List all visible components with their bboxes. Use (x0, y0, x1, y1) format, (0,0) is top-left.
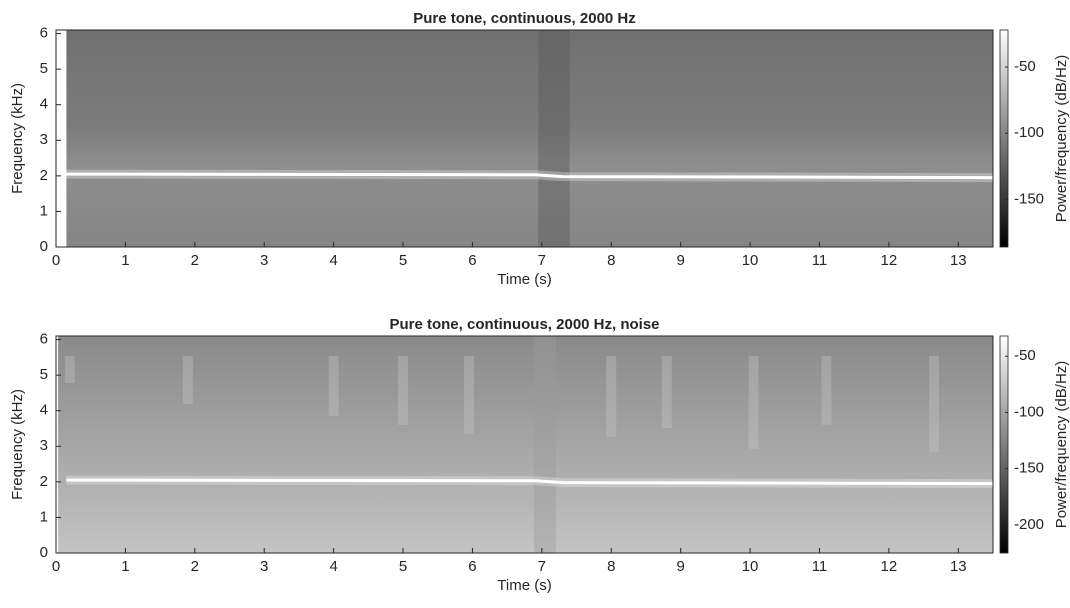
y-axis-label: Frequency (kHz) (9, 83, 26, 194)
x-tick-label: 3 (260, 252, 268, 269)
x-tick-label: 5 (399, 252, 407, 269)
y-tick-label: 5 (40, 60, 48, 77)
x-tick-label: 12 (881, 252, 898, 269)
y-tick-label: 6 (40, 25, 48, 42)
noise-streak (748, 356, 759, 449)
x-tick-label: 0 (52, 252, 60, 269)
axes-frame (55, 29, 994, 248)
colorbar-tick-label: -50 (1014, 58, 1036, 75)
y-tick-label: 5 (40, 366, 48, 383)
x-tick-label: 2 (191, 252, 199, 269)
x-axis-label: Time (s) (497, 271, 551, 288)
x-tick-label: 2 (191, 558, 199, 575)
axes-frame (55, 335, 994, 554)
x-tick-label: 10 (742, 558, 759, 575)
x-tick-label: 1 (121, 558, 129, 575)
y-tick-label: 2 (40, 473, 48, 490)
colorbar (999, 335, 1009, 554)
x-tick-label: 0 (52, 558, 60, 575)
colorbar (999, 29, 1009, 248)
y-tick-label: 2 (40, 167, 48, 184)
x-tick-label: 7 (538, 252, 546, 269)
x-tick-label: 8 (607, 252, 615, 269)
noise-streak (661, 356, 672, 428)
tone-ridge (66, 478, 994, 486)
y-tick-label: 6 (40, 331, 48, 348)
y-tick-label: 4 (40, 402, 48, 419)
colorbar-label: Power/frequency (dB/Hz) (1053, 361, 1070, 529)
x-tick-label: 11 (812, 252, 828, 269)
tone-ridge (66, 172, 994, 180)
noise-streak (398, 356, 409, 425)
noise-streak (328, 356, 339, 416)
colorbar-tick-label: -150 (1014, 460, 1044, 477)
spectrogram-image (58, 336, 994, 553)
x-tick-label: 5 (399, 558, 407, 575)
x-tick-label: 6 (468, 252, 476, 269)
transient-band (533, 336, 556, 553)
x-tick-label: 13 (950, 558, 967, 575)
chart-title: Pure tone, continuous, 2000 Hz, noise (389, 316, 659, 333)
noise-streak (182, 356, 193, 404)
y-tick-label: 3 (40, 131, 48, 148)
noise-streak (929, 356, 940, 452)
y-tick-label: 0 (40, 544, 48, 561)
y-tick-label: 0 (40, 238, 48, 255)
colorbar-tick-label: -150 (1014, 190, 1044, 207)
chart-title: Pure tone, continuous, 2000 Hz (413, 10, 636, 27)
colorbar-tick-label: -100 (1014, 124, 1044, 141)
y-tick-label: 1 (40, 202, 48, 219)
noise-streak (606, 356, 617, 437)
x-tick-label: 13 (950, 252, 967, 269)
x-tick-label: 3 (260, 558, 268, 575)
noise-streak (64, 356, 75, 383)
y-tick-label: 3 (40, 437, 48, 454)
x-tick-label: 8 (607, 558, 615, 575)
y-axis-label: Frequency (kHz) (9, 389, 26, 500)
noise-streak (821, 356, 832, 425)
noise-streak (463, 356, 474, 434)
x-tick-label: 12 (881, 558, 898, 575)
y-tick-label: 1 (40, 508, 48, 525)
x-axis-label: Time (s) (497, 577, 551, 594)
x-tick-label: 6 (468, 558, 476, 575)
transient-band (538, 30, 570, 247)
x-tick-label: 1 (121, 252, 129, 269)
colorbar-tick-label: -50 (1014, 347, 1036, 364)
x-tick-label: 10 (742, 252, 759, 269)
colorbar-label: Power/frequency (dB/Hz) (1053, 55, 1070, 223)
spectrogram-image (66, 30, 993, 247)
y-tick-label: 4 (40, 96, 48, 113)
colorbar-tick-label: -100 (1014, 403, 1044, 420)
x-tick-label: 11 (812, 558, 828, 575)
x-tick-label: 9 (676, 252, 684, 269)
x-tick-label: 4 (329, 252, 337, 269)
colorbar-tick-label: -200 (1014, 516, 1044, 533)
x-tick-label: 4 (329, 558, 337, 575)
x-tick-label: 9 (676, 558, 684, 575)
x-tick-label: 7 (538, 558, 546, 575)
